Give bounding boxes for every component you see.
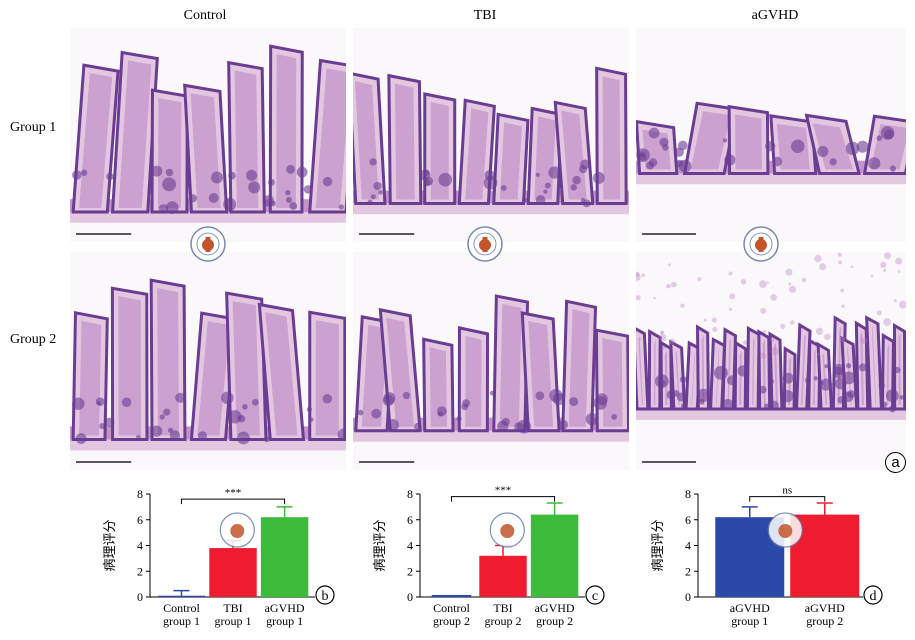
- y-tick-label: 2: [685, 564, 691, 578]
- histology-tbi-group-1: [353, 28, 629, 242]
- y-axis-label: 病理评分: [102, 519, 117, 571]
- bar-chart-b: 病理评分 0 2 4 6 8 Control group 1 TBI group 1 aGVHD gr…: [100, 480, 340, 640]
- y-tick-label: 8: [137, 487, 143, 501]
- histology-control-group-2: [70, 252, 346, 470]
- watermark-seal-icon: [219, 512, 255, 548]
- watermark-seal-icon: [190, 226, 226, 267]
- row-label-group-1: Group 1: [10, 120, 57, 135]
- bar-chart-d: 病理评分 0 2 4 6 8 aGVHD group 1 aGVHD group 2 ns d: [648, 480, 888, 640]
- y-tick-label: 8: [407, 487, 413, 501]
- column-label-control: Control: [183, 8, 227, 23]
- x-tick-label: group 1: [163, 614, 200, 628]
- watermark-seal-icon: [467, 226, 503, 267]
- y-tick-label: 6: [407, 513, 413, 527]
- y-axis-label: 病理评分: [650, 519, 665, 571]
- y-tick-label: 2: [407, 564, 413, 578]
- y-tick-label: 0: [137, 590, 143, 604]
- panel-label-circle: [863, 585, 883, 605]
- x-tick-label: Control: [163, 601, 200, 615]
- significance-label: ns: [782, 485, 792, 497]
- x-tick-label: group 2: [433, 614, 470, 628]
- watermark-seal-icon: [767, 512, 803, 548]
- x-tick-label: group 1: [266, 614, 303, 628]
- bar: [479, 555, 527, 597]
- panel-label: b: [322, 589, 329, 604]
- panel-label: c: [592, 589, 598, 604]
- x-tick-label: TBI: [493, 601, 512, 615]
- bar: [260, 517, 309, 597]
- x-tick-label: group 2: [806, 614, 843, 628]
- bar: [157, 595, 206, 597]
- x-tick-label: group 2: [536, 614, 573, 628]
- bar: [209, 548, 257, 597]
- x-tick-label: aGVHD: [265, 601, 305, 615]
- histology-agvhd-group-1: [636, 28, 906, 242]
- significance-bracket: [450, 496, 556, 502]
- x-tick-label: Control: [433, 601, 470, 615]
- x-tick-label: TBI: [223, 601, 242, 615]
- significance-label: ***: [225, 487, 242, 499]
- column-label-tbi: TBI: [473, 8, 497, 23]
- panel-label-a: a: [885, 452, 906, 473]
- watermark-seal-icon: [743, 226, 779, 267]
- y-tick-label: 6: [137, 513, 143, 527]
- y-tick-label: 2: [137, 564, 143, 578]
- y-tick-label: 4: [407, 539, 413, 553]
- histology-tbi-group-2: [353, 252, 629, 470]
- column-label-agvhd: aGVHD: [751, 8, 799, 23]
- panel-label: d: [870, 589, 877, 604]
- x-tick-label: aGVHD: [535, 601, 575, 615]
- x-tick-label: aGVHD: [730, 601, 770, 615]
- watermark-seal-icon: [489, 512, 525, 548]
- histology-control-group-1: [70, 28, 346, 242]
- x-tick-label: group 1: [731, 614, 768, 628]
- y-tick-label: 6: [685, 513, 691, 527]
- y-tick-label: 0: [685, 590, 691, 604]
- y-tick-label: 4: [137, 539, 143, 553]
- y-tick-label: 0: [407, 590, 413, 604]
- row-label-group-2: Group 2: [10, 332, 57, 347]
- significance-label: ***: [495, 485, 512, 497]
- panel-label-circle: [315, 585, 335, 605]
- x-tick-label: group 2: [485, 614, 522, 628]
- x-tick-label: aGVHD: [805, 601, 845, 615]
- y-tick-label: 4: [685, 539, 691, 553]
- histology-agvhd-group-2: [636, 252, 906, 470]
- bar: [530, 514, 579, 597]
- panel-label-circle: [585, 585, 605, 605]
- bar-chart-c: 病理评分 0 2 4 6 8 Control group 2 TBI group 2 aGVHD gr…: [370, 480, 610, 640]
- y-axis-label: 病理评分: [372, 519, 387, 571]
- x-tick-label: group 1: [215, 614, 252, 628]
- y-tick-label: 8: [685, 487, 691, 501]
- significance-bracket: [180, 498, 286, 505]
- significance-bracket: [749, 496, 826, 502]
